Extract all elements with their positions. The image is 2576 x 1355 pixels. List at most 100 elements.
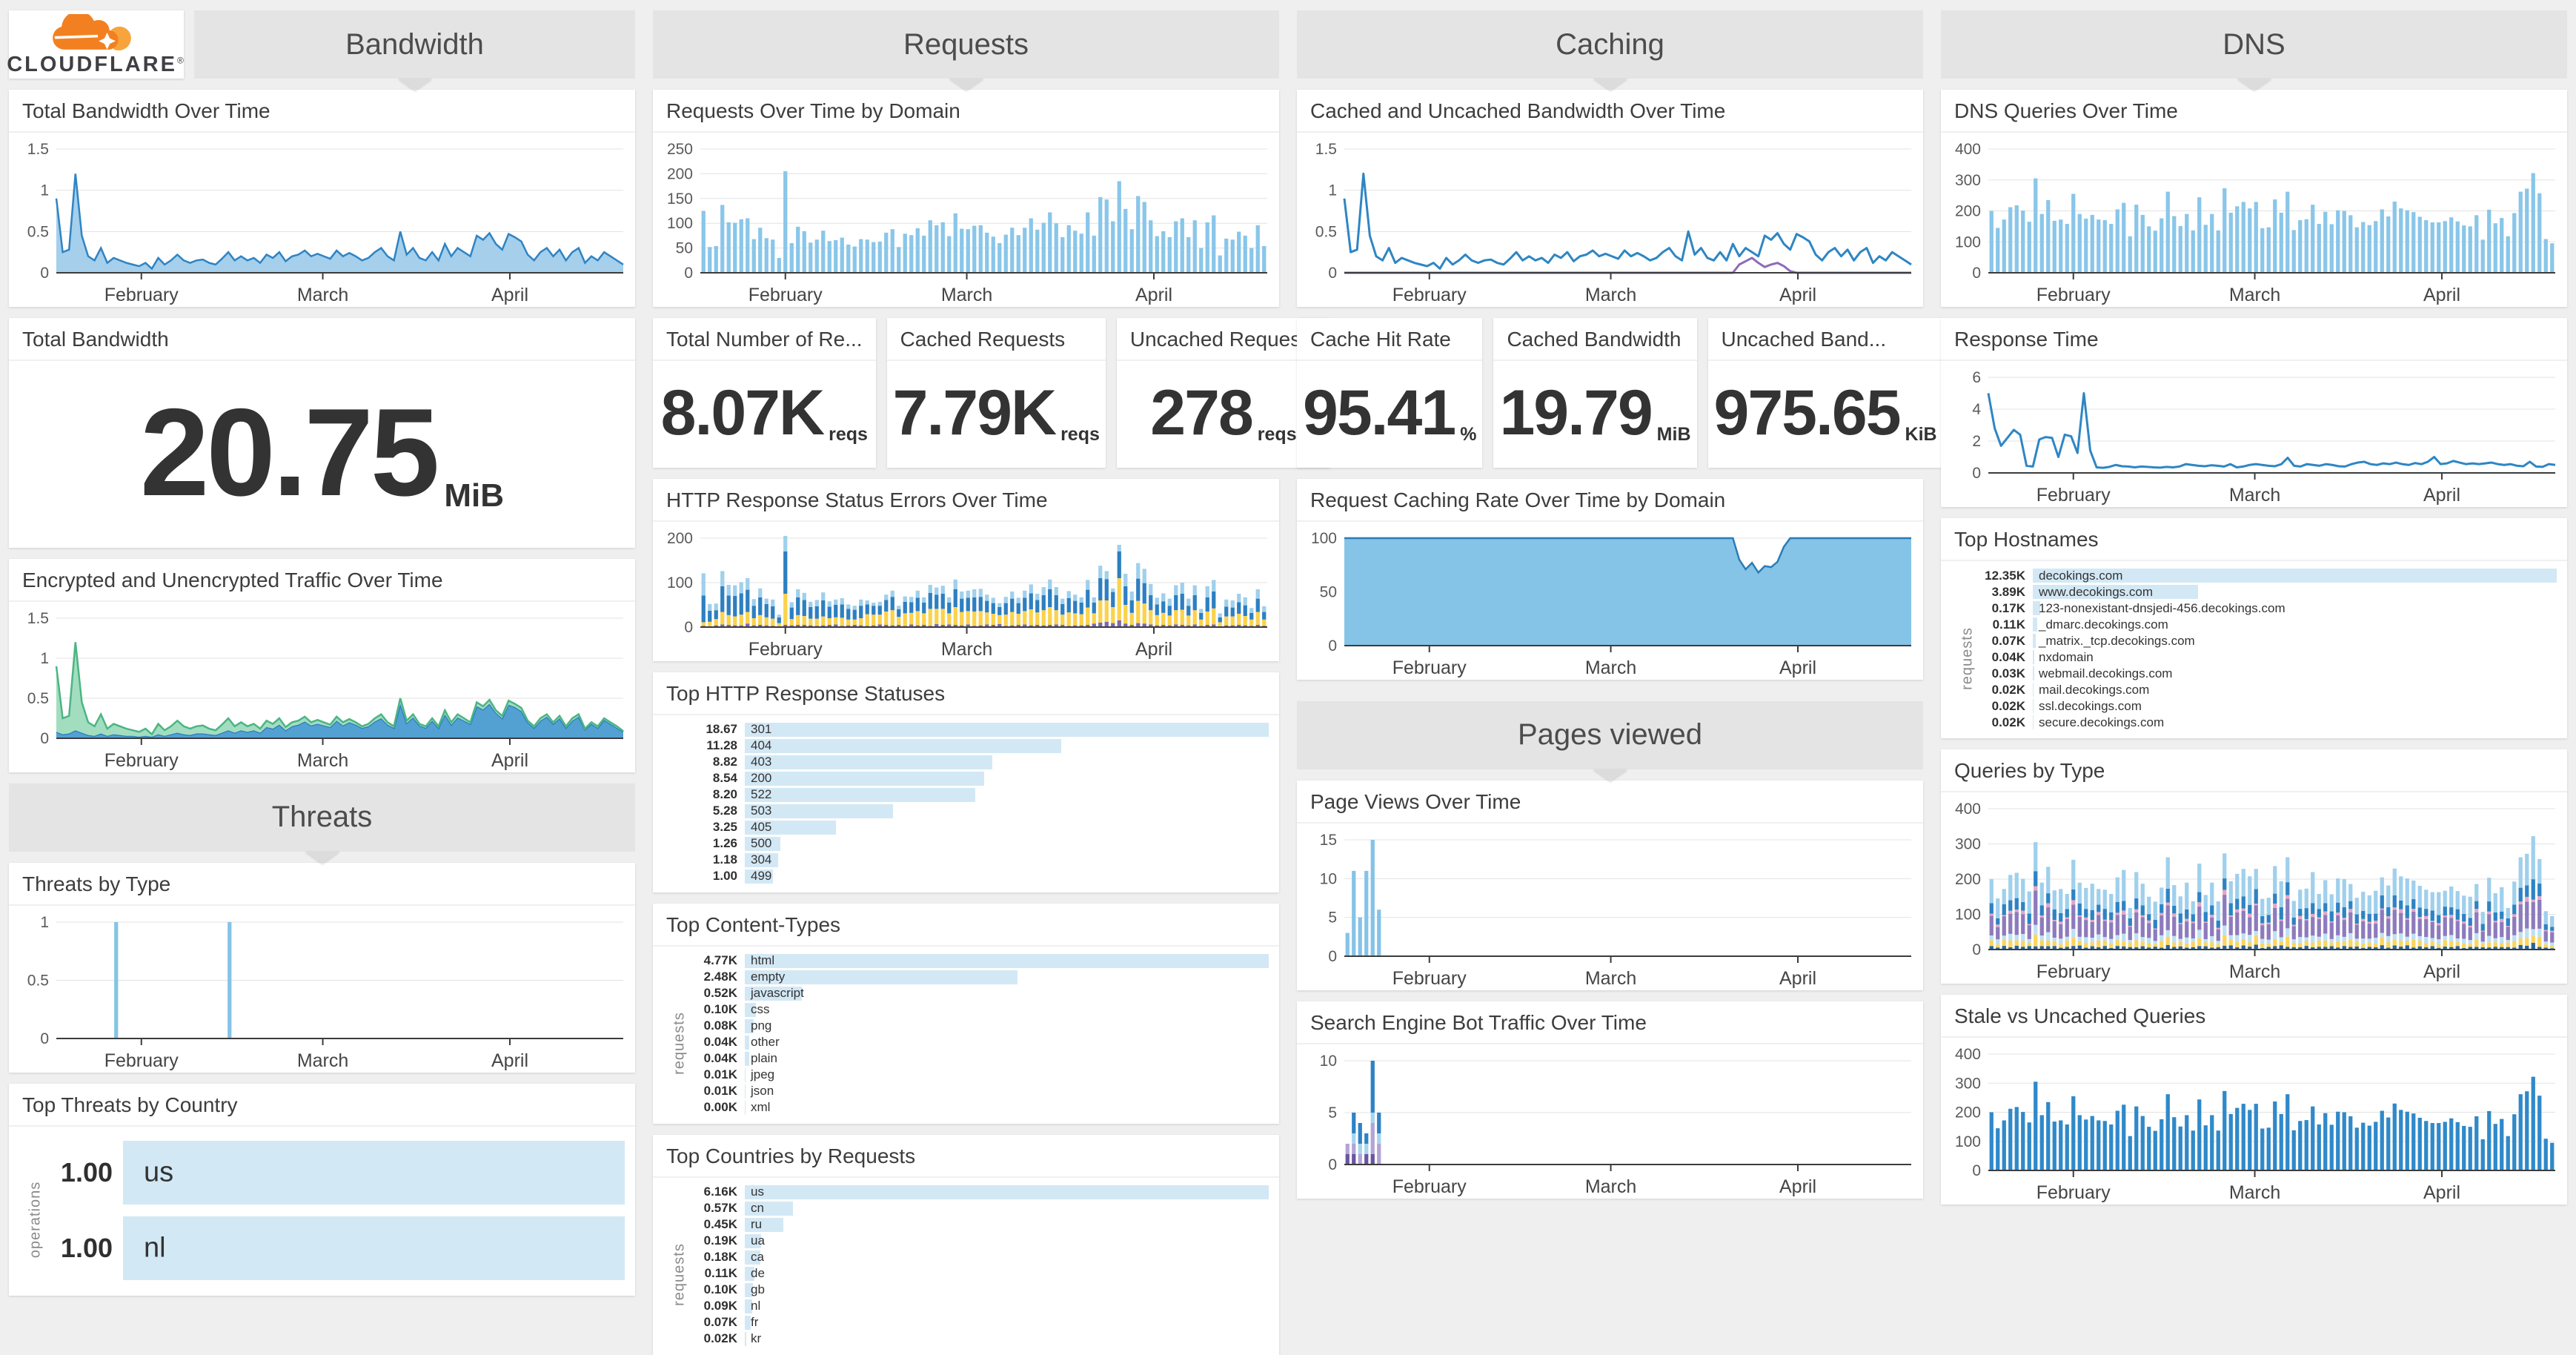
card-title: Encrypted and Unencrypted Traffic Over T… <box>9 559 635 602</box>
svg-text:April: April <box>1779 1176 1816 1197</box>
svg-text:0: 0 <box>1972 265 1981 282</box>
list-item-bar-area: nl <box>745 1299 1269 1313</box>
list-item[interactable]: 0.07K_matrix._tcp.decokings.com <box>1963 633 2557 649</box>
list-item-label: 405 <box>751 820 771 835</box>
list-item-bar-area: kr <box>745 1332 1269 1346</box>
list-item-label: javascript <box>751 986 804 1001</box>
svg-text:300: 300 <box>1955 836 1981 853</box>
list-item-value: 4.77K <box>675 953 745 968</box>
card-title: Top Countries by Requests <box>653 1135 1279 1178</box>
svg-text:100: 100 <box>667 574 693 592</box>
list-item-value: 0.02K <box>1963 715 2033 730</box>
svg-text:1: 1 <box>40 650 49 667</box>
list-item-bar <box>745 723 1269 737</box>
list-item-label: ua <box>751 1233 765 1248</box>
list-item[interactable]: 0.11K_dmarc.decokings.com <box>1963 617 2557 632</box>
svg-text:March: March <box>1585 285 1636 305</box>
svg-text:15: 15 <box>1320 832 1337 849</box>
list-item-label: 200 <box>751 771 771 786</box>
card-title: Total Number of Re... <box>653 318 876 361</box>
list-item-bar-area: mail.decokings.com <box>2033 683 2557 697</box>
svg-text:April: April <box>491 750 528 771</box>
list-item-bar <box>745 1332 746 1346</box>
list-item-label: nl <box>751 1299 760 1313</box>
list-item-value: 11.28 <box>675 738 745 753</box>
list-item-bar-area: decokings.com <box>2033 569 2557 583</box>
card-title: Total Bandwidth <box>9 318 635 361</box>
section-notch <box>1593 769 1628 781</box>
card-caching-rate: Request Caching Rate Over Time by Domain… <box>1297 479 1923 680</box>
list-item-value: 0.17K <box>1963 601 2033 616</box>
card-caching-lines: Cached and Uncached Bandwidth Over Time … <box>1297 90 1923 307</box>
svg-text:February: February <box>2036 285 2111 305</box>
svg-text:4: 4 <box>1972 401 1981 418</box>
card-title: Cached Requests <box>887 318 1106 361</box>
y-axis-label: requests <box>671 999 688 1088</box>
list-item-bar <box>123 1141 625 1205</box>
svg-text:April: April <box>2423 485 2460 506</box>
list-item-bar-area: javascript <box>745 987 1269 1001</box>
list-item-value: 0.02K <box>675 1331 745 1346</box>
svg-text:6: 6 <box>1972 369 1981 386</box>
list-item-label: nl <box>144 1232 166 1264</box>
